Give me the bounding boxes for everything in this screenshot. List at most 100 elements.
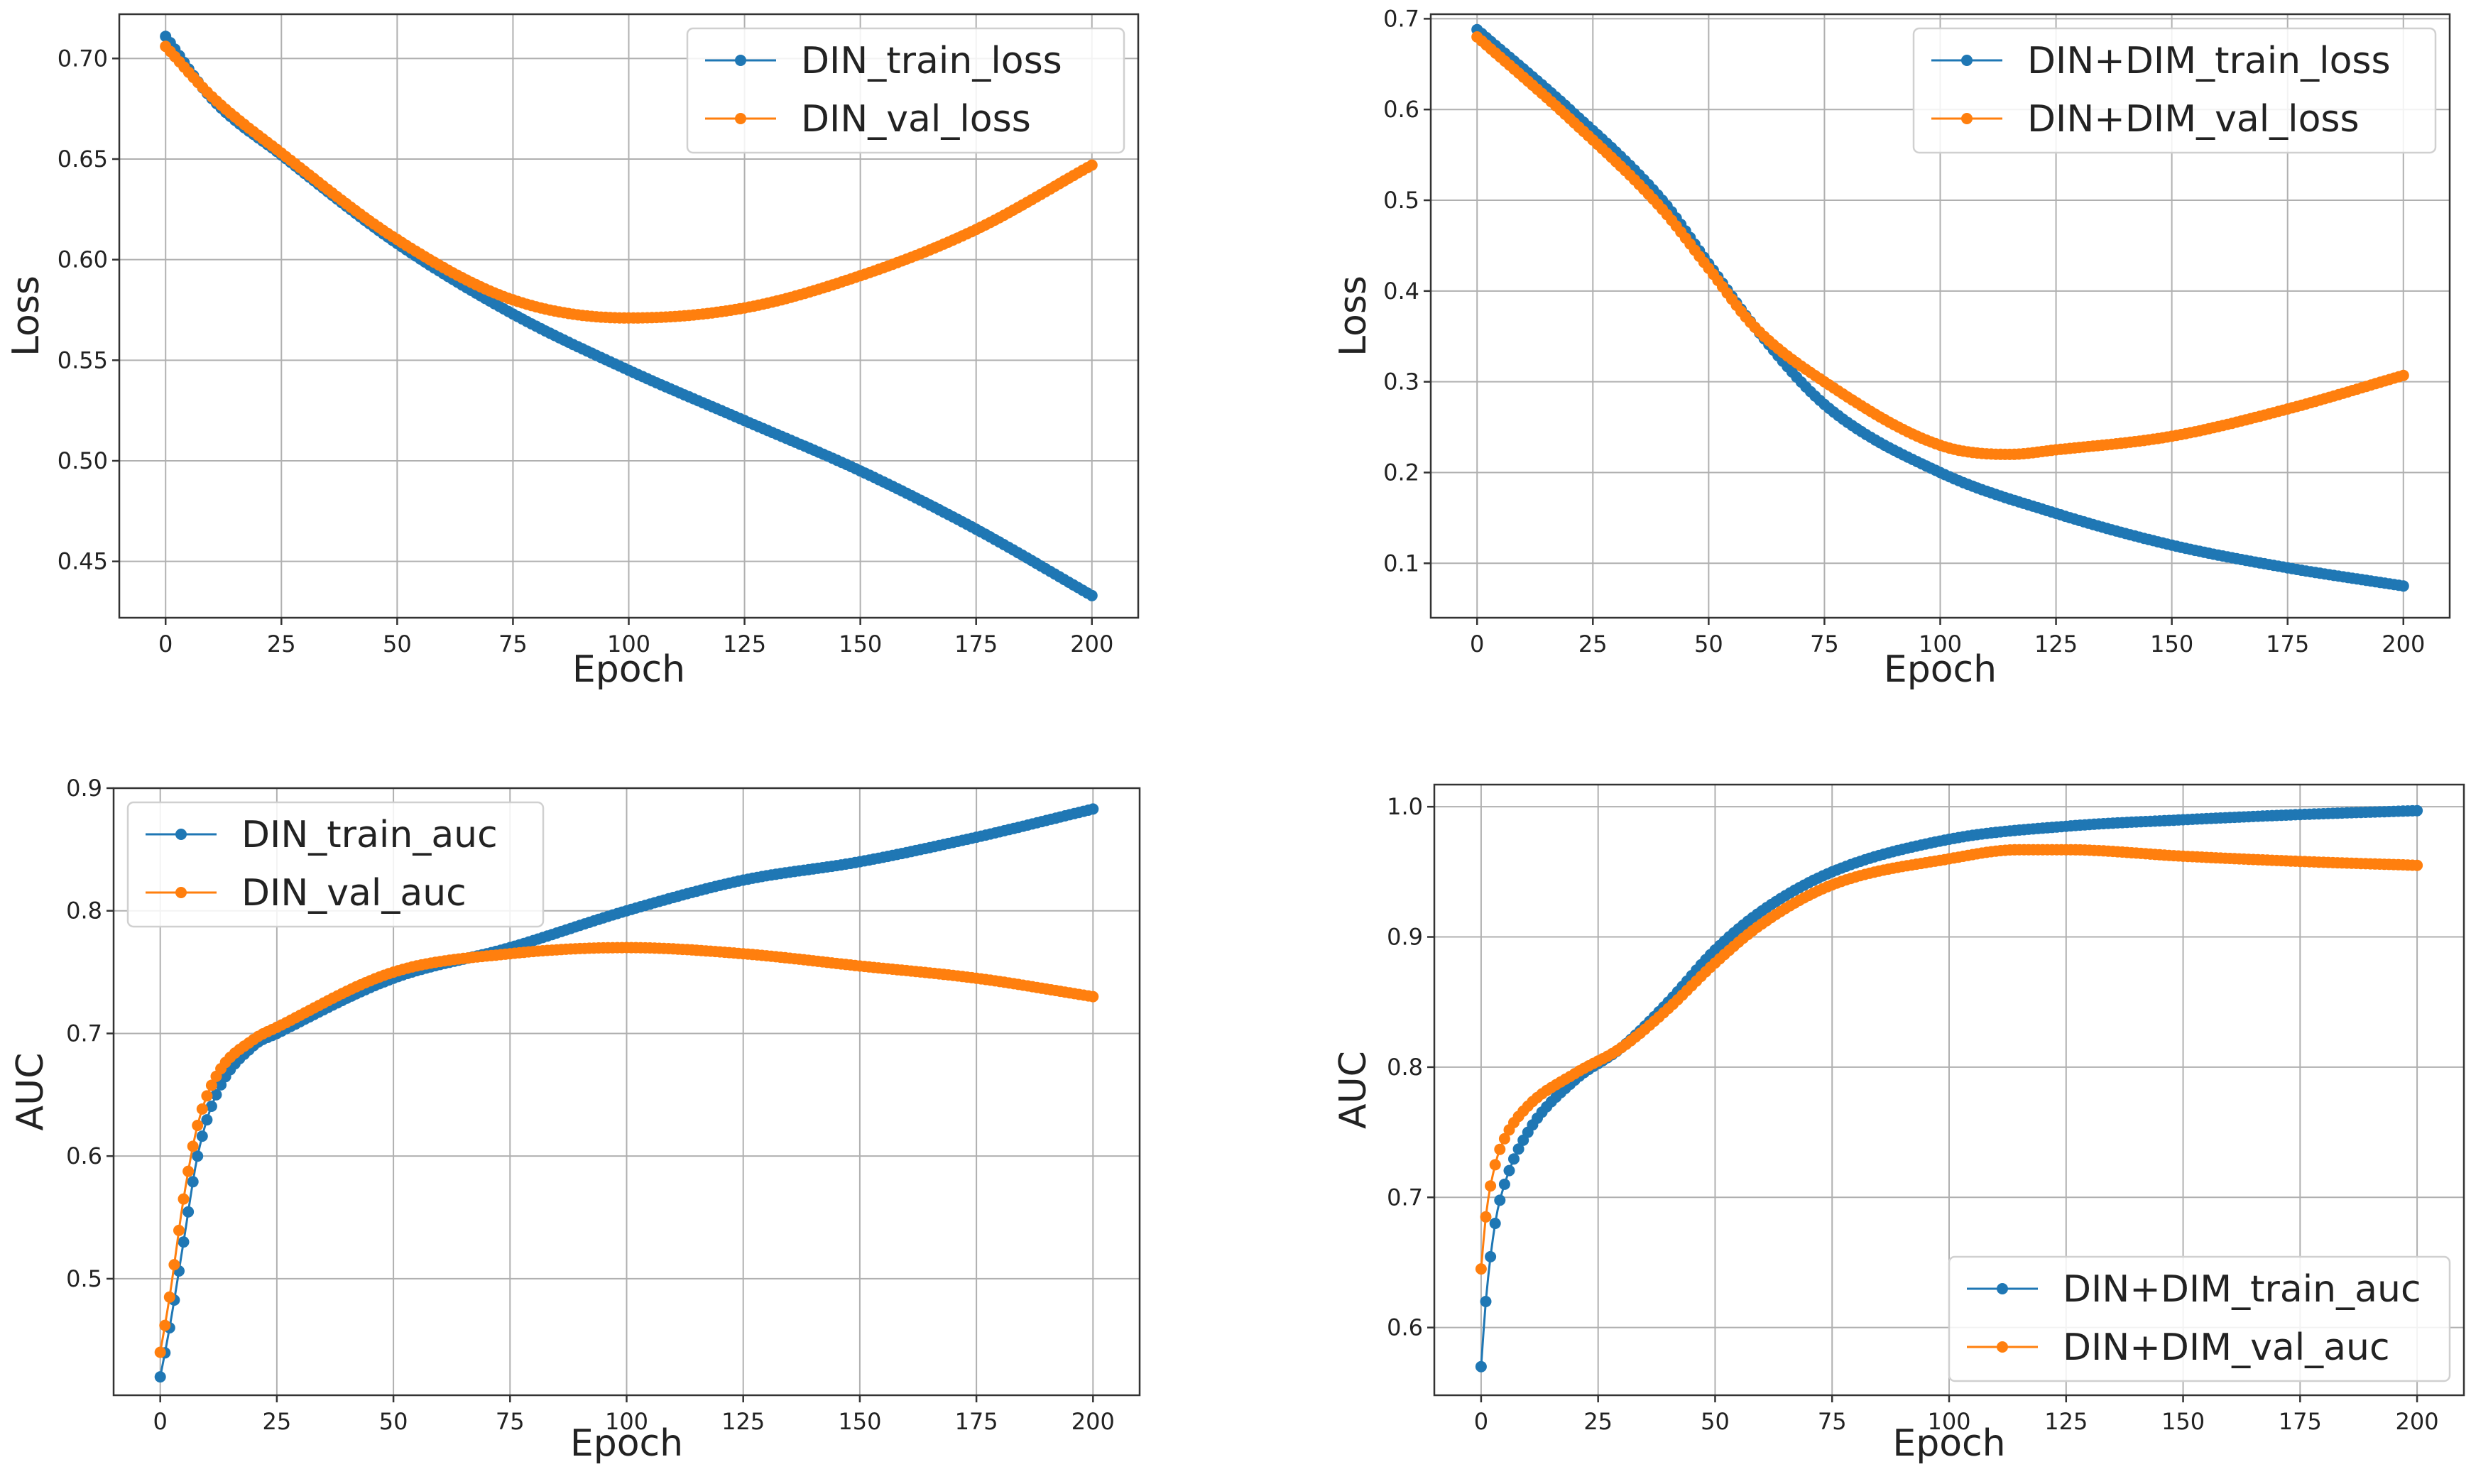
data-point bbox=[178, 1236, 190, 1248]
y-tick-label: 0.9 bbox=[66, 775, 102, 802]
y-axis-label: Loss bbox=[5, 275, 48, 356]
legend: DIN_train_loss DIN_val_loss bbox=[686, 27, 1125, 154]
y-tick-label: 0.55 bbox=[58, 347, 108, 373]
legend-box bbox=[126, 801, 545, 928]
chart-panel-2: 0 25 50 75 100 125 150 175 200 0.1 0.2 0.3 0.4 0.5 0.6… bbox=[1332, 5, 2451, 691]
data-point bbox=[1508, 1153, 1520, 1165]
data-point bbox=[187, 1176, 199, 1188]
y-tick-label: 0.1 bbox=[1383, 550, 1419, 577]
x-tick-label: 150 bbox=[2150, 631, 2193, 658]
data-point bbox=[215, 1079, 227, 1091]
data-point bbox=[1087, 991, 1099, 1003]
legend-label: DIN+DIM_train_auc bbox=[2063, 1268, 2421, 1311]
x-tick-label: 75 bbox=[496, 1408, 525, 1435]
legend: DIN+DIM_train_auc DIN+DIM_val_auc bbox=[1948, 1255, 2451, 1382]
legend-marker-DIN+DIM_train_loss bbox=[1961, 55, 1973, 66]
data-point bbox=[178, 1193, 190, 1205]
data-point bbox=[1494, 1194, 1506, 1206]
y-tick-label: 0.65 bbox=[58, 146, 108, 173]
data-point bbox=[2397, 369, 2409, 381]
y-tick-label: 0.6 bbox=[66, 1142, 102, 1169]
y-tick-label: 0.60 bbox=[58, 246, 108, 273]
y-tick-label: 0.7 bbox=[1383, 5, 1419, 32]
x-tick-label: 25 bbox=[1578, 631, 1608, 658]
y-tick-label: 0.9 bbox=[1387, 924, 1423, 951]
x-tick-label: 200 bbox=[1070, 631, 1113, 658]
x-tick-label: 25 bbox=[263, 1408, 292, 1435]
legend-box bbox=[686, 27, 1125, 154]
series-markers-DIN+DIM_val_auc bbox=[1475, 844, 2423, 1275]
y-tick-label: 0.45 bbox=[58, 548, 108, 575]
data-point bbox=[1485, 1250, 1497, 1262]
data-point bbox=[205, 1079, 217, 1091]
data-point bbox=[154, 1346, 166, 1358]
data-point bbox=[1475, 1360, 1487, 1373]
x-tick-label: 100 bbox=[605, 1408, 648, 1435]
x-tick-label: 0 bbox=[158, 631, 173, 658]
data-point bbox=[196, 1103, 208, 1115]
y-axis-label: Loss bbox=[1332, 275, 1375, 356]
x-axis-label: Epoch bbox=[1892, 1422, 2005, 1465]
legend-marker-DIN+DIM_train_auc bbox=[1997, 1283, 2008, 1294]
x-tick-label: 100 bbox=[1927, 1408, 1970, 1435]
data-point bbox=[154, 1371, 166, 1383]
data-point bbox=[182, 1165, 195, 1177]
legend-label: DIN+DIM_val_auc bbox=[2063, 1326, 2390, 1369]
legend-marker-DIN_train_loss bbox=[735, 55, 746, 66]
y-tick-label: 0.7 bbox=[66, 1020, 102, 1047]
x-tick-label: 75 bbox=[1810, 631, 1839, 658]
chart-panel-4: 0 25 50 75 100 125 150 175 200 0.6 0.7 0.8 0.9 1.0 Epo… bbox=[1332, 783, 2465, 1465]
data-point bbox=[1086, 589, 1098, 601]
legend-box bbox=[1912, 27, 2437, 154]
legend-label: DIN_val_auc bbox=[241, 872, 467, 915]
x-axis-label: Epoch bbox=[570, 1422, 683, 1465]
y-tick-label: 0.50 bbox=[58, 447, 108, 474]
data-point bbox=[1485, 1180, 1497, 1192]
data-point bbox=[201, 1114, 213, 1126]
x-axis-label: Epoch bbox=[1884, 648, 1997, 691]
data-point bbox=[205, 1101, 217, 1112]
x-tick-label: 0 bbox=[1474, 1408, 1488, 1435]
data-point bbox=[2411, 859, 2423, 871]
x-tick-label: 150 bbox=[2161, 1408, 2205, 1435]
legend-label: DIN_val_loss bbox=[801, 98, 1031, 141]
x-tick-label: 100 bbox=[607, 631, 650, 658]
x-tick-label: 25 bbox=[1583, 1408, 1613, 1435]
series-markers-DIN_val_auc bbox=[154, 942, 1099, 1358]
data-point bbox=[210, 1089, 222, 1101]
x-tick-label: 50 bbox=[1701, 1408, 1730, 1435]
data-point bbox=[1494, 1143, 1506, 1155]
data-point bbox=[1498, 1133, 1510, 1145]
y-tick-label: 0.5 bbox=[66, 1265, 102, 1292]
x-tick-label: 0 bbox=[1470, 631, 1484, 658]
data-point bbox=[196, 1130, 208, 1142]
data-point bbox=[1498, 1178, 1510, 1190]
legend-label: DIN_train_auc bbox=[241, 814, 498, 856]
y-tick-label: 0.7 bbox=[1387, 1184, 1423, 1211]
y-axis-label: AUC bbox=[1332, 1051, 1375, 1129]
data-point bbox=[192, 1120, 204, 1131]
legend: DIN+DIM_train_loss DIN+DIM_val_loss bbox=[1912, 27, 2437, 154]
y-tick-label: 0.2 bbox=[1383, 459, 1419, 486]
legend-marker-DIN_val_auc bbox=[175, 887, 187, 898]
x-tick-label: 150 bbox=[838, 1408, 881, 1435]
data-point bbox=[182, 1206, 195, 1218]
x-tick-label: 75 bbox=[498, 631, 528, 658]
x-tick-label: 200 bbox=[1071, 1408, 1115, 1435]
data-point bbox=[1480, 1211, 1492, 1223]
x-tick-label: 175 bbox=[2279, 1408, 2322, 1435]
x-tick-label: 200 bbox=[2382, 631, 2425, 658]
data-point bbox=[1512, 1143, 1524, 1155]
chart-panel-3: 0 25 50 75 100 125 150 175 200 0.5 0.6 0.7 0.8 0.9 Epo… bbox=[9, 775, 1141, 1465]
y-tick-label: 0.5 bbox=[1383, 187, 1419, 214]
legend-marker-DIN_train_auc bbox=[175, 829, 187, 840]
x-tick-label: 175 bbox=[2266, 631, 2309, 658]
legend-label: DIN+DIM_val_loss bbox=[2027, 98, 2360, 141]
data-point bbox=[168, 1259, 180, 1271]
data-point bbox=[1489, 1159, 1501, 1171]
x-tick-label: 125 bbox=[2034, 631, 2078, 658]
chart-panel-1: 0 25 50 75 100 125 150 175 200 0.45 0.50 0.55 0.60 0.… bbox=[5, 13, 1140, 691]
x-tick-label: 150 bbox=[839, 631, 882, 658]
x-tick-label: 175 bbox=[955, 1408, 998, 1435]
x-tick-label: 50 bbox=[1694, 631, 1723, 658]
